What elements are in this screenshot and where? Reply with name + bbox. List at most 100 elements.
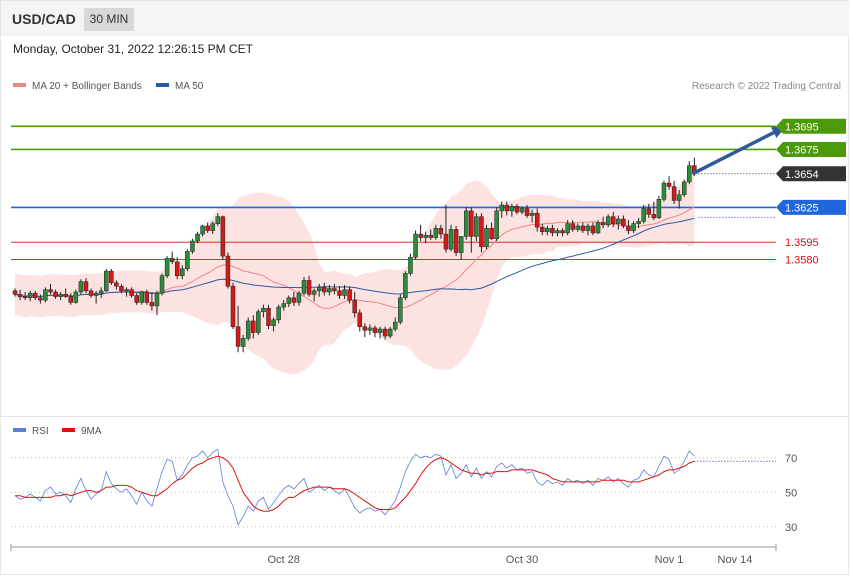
level-1-3675-label: 1.3675: [785, 144, 819, 156]
candle-body: [98, 290, 104, 294]
copyright-notice: Research © 2022 Trading Central: [691, 81, 841, 92]
candle: [58, 292, 63, 301]
candle-body: [174, 261, 180, 277]
candle: [631, 221, 636, 233]
candle-body: [661, 182, 667, 200]
candle-body: [256, 311, 261, 333]
bollinger-fill: [15, 168, 695, 375]
candle-body: [489, 228, 494, 239]
candle: [154, 290, 160, 316]
candle: [144, 289, 150, 305]
candle-body: [291, 297, 297, 303]
candle: [311, 288, 317, 302]
candle-body: [266, 307, 271, 326]
candle: [443, 205, 449, 253]
candle-body: [393, 321, 398, 330]
timeframe-badge[interactable]: 30 MIN: [84, 8, 134, 31]
candle-body: [651, 214, 657, 219]
legend-ma20: MA 20 + Bollinger Bands: [13, 81, 142, 92]
candle-body: [134, 295, 139, 303]
candle-body: [676, 194, 682, 201]
candle: [387, 326, 393, 339]
candle: [524, 205, 530, 218]
candle-body: [443, 233, 449, 250]
candle: [342, 285, 347, 299]
candle: [174, 257, 180, 280]
candle: [413, 230, 418, 260]
candle: [463, 207, 469, 240]
candle: [575, 223, 581, 232]
candle: [210, 221, 215, 235]
candle-body: [68, 296, 74, 303]
candle: [666, 176, 672, 191]
candle: [398, 294, 403, 325]
candle: [119, 283, 124, 294]
candle-body: [119, 285, 124, 292]
candle-body: [144, 291, 150, 303]
candle-body: [109, 270, 114, 283]
candle: [479, 213, 484, 253]
candle: [540, 223, 545, 236]
candle: [565, 220, 570, 236]
candle: [240, 334, 246, 353]
candle: [570, 220, 575, 232]
candle: [159, 273, 165, 296]
rsi-9ma-line: [15, 455, 695, 512]
candle: [347, 286, 352, 304]
candle: [93, 290, 99, 304]
candle-body: [154, 292, 160, 307]
candle: [382, 326, 388, 340]
candle: [235, 305, 241, 353]
candle-body: [605, 216, 611, 226]
candle: [641, 205, 646, 224]
candle-body: [195, 233, 200, 242]
candle: [68, 293, 74, 305]
candle: [367, 324, 373, 335]
candle-body: [63, 294, 68, 297]
candle-body: [22, 296, 28, 299]
candle: [560, 228, 565, 237]
candle-body: [656, 199, 662, 219]
candle: [362, 323, 368, 338]
level-1-3675-tag: [776, 141, 846, 157]
legend-rsi-label: RSI: [32, 426, 49, 437]
candle-body: [43, 289, 48, 301]
candle-body: [367, 327, 373, 331]
candle: [109, 268, 114, 286]
candle: [73, 289, 79, 304]
candle-body: [555, 230, 560, 234]
candle-body: [139, 291, 144, 303]
candle: [494, 207, 499, 242]
candle: [611, 212, 616, 228]
candle: [164, 256, 170, 279]
candle-body: [33, 292, 38, 299]
candle: [534, 208, 540, 232]
candle-body: [413, 233, 418, 258]
candle: [595, 220, 601, 235]
candle: [484, 224, 489, 250]
candle: [38, 294, 43, 304]
candle-body: [418, 233, 423, 238]
candle: [585, 223, 591, 236]
candle: [291, 292, 297, 306]
candle-body: [357, 312, 363, 328]
candle-body: [621, 218, 626, 227]
candle-body: [114, 282, 119, 287]
candle-body: [296, 292, 302, 303]
candle: [580, 222, 586, 233]
candle-body: [352, 299, 357, 314]
candle-body: [636, 221, 641, 224]
candle: [656, 195, 662, 219]
level-1-3595-label: 1.3595: [785, 237, 819, 249]
candle-body: [448, 229, 454, 250]
candle: [78, 279, 84, 295]
x-tick-label: Nov 1: [655, 554, 684, 566]
candle: [489, 222, 494, 240]
candle: [372, 325, 378, 338]
candle: [200, 224, 205, 237]
candle: [88, 288, 94, 298]
candle-body: [403, 273, 408, 299]
candle-body: [570, 223, 575, 230]
candle: [600, 216, 606, 229]
candle-body: [215, 216, 221, 224]
